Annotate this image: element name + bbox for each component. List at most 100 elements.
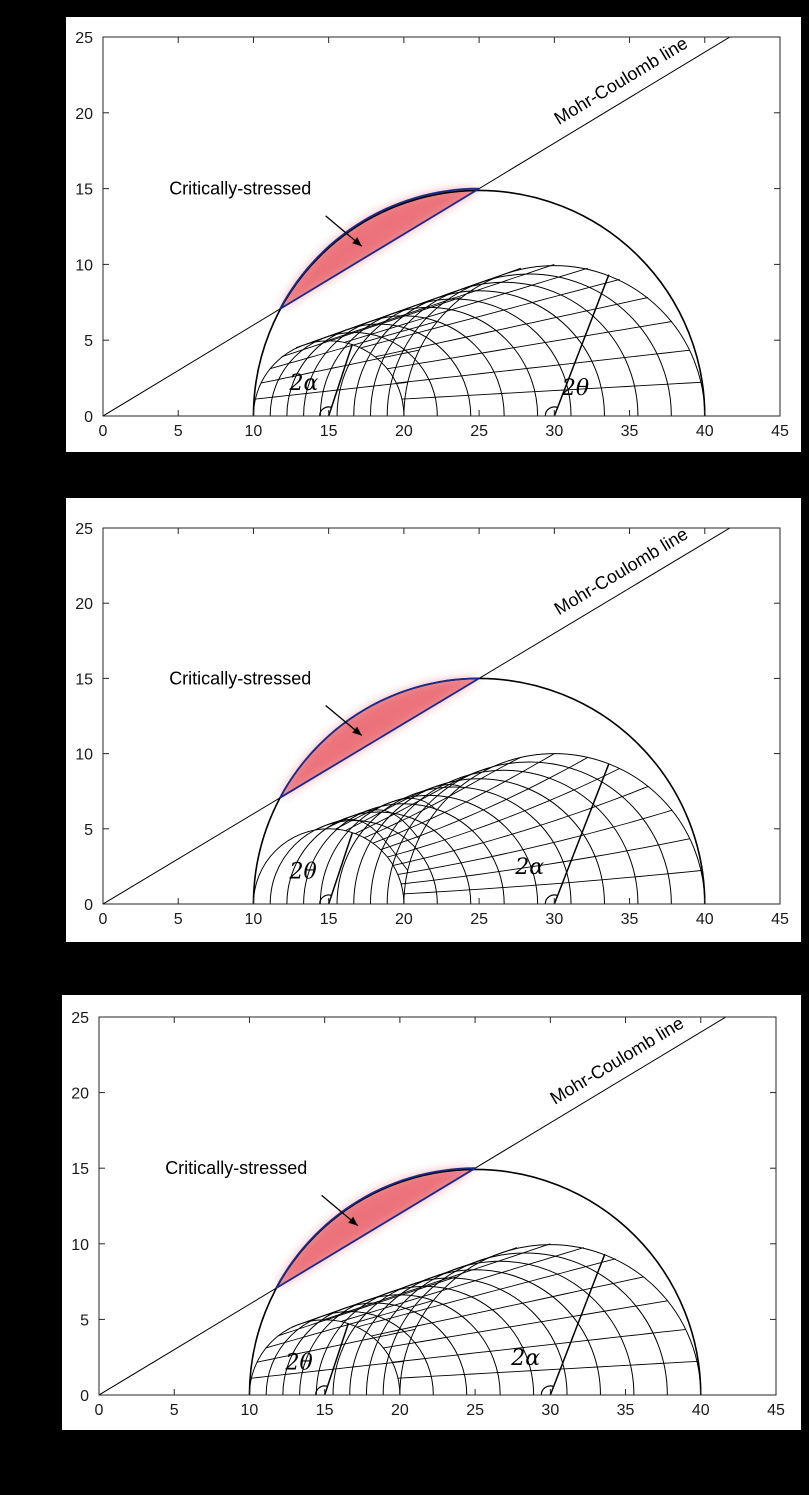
critically-stressed-label: Critically-stressed: [169, 179, 311, 199]
inner-radius-line: [327, 343, 354, 416]
mesh-radial-curve: [251, 1360, 404, 1379]
mesh-radial-curve: [324, 1243, 551, 1320]
plot-area: [99, 1017, 727, 1395]
mohr-circle: [315, 1285, 535, 1395]
mohr-circle: [319, 306, 539, 416]
x-tick-label: 30: [545, 423, 563, 440]
mesh-radial-curve: [387, 321, 673, 370]
mesh-radial-curve: [364, 756, 522, 839]
mohr-coulomb-line: [103, 37, 731, 416]
mesh-radial-curve: [401, 381, 702, 400]
mesh-radial-curve: [401, 838, 690, 885]
arrow-head: [352, 726, 362, 736]
angle-label: 2θ: [289, 859, 317, 884]
mohr-circle: [336, 786, 572, 904]
y-tick-label: 25: [71, 1010, 89, 1027]
x-tick-label: 0: [99, 423, 108, 440]
mohr-circle-family: [252, 265, 706, 416]
x-tick-label: 20: [395, 911, 413, 928]
mesh-radial-curve: [403, 870, 702, 895]
y-tick-label: 20: [75, 596, 93, 613]
x-tick-label: 45: [771, 423, 789, 440]
angle-label: 2α: [510, 1346, 540, 1371]
mohr-circle: [353, 778, 605, 904]
inner-radius-line: [323, 1323, 350, 1395]
critically-stressed-label: Critically-stressed: [169, 668, 311, 688]
x-tick-label: 20: [391, 1402, 409, 1419]
angle-arc: [319, 894, 332, 904]
mesh-radial-curve: [256, 1328, 415, 1363]
mohr-coulomb-label: Mohr-Coulomb line: [547, 1013, 688, 1109]
x-tick-label: 30: [545, 911, 563, 928]
angle-arc: [319, 406, 332, 416]
mesh-radial-curve: [357, 1258, 616, 1328]
angle-arc: [544, 406, 558, 416]
mesh-radial-curve: [295, 278, 490, 349]
x-tick-label: 25: [466, 1402, 484, 1419]
mesh-radial-curve: [325, 809, 420, 839]
x-tick-label: 5: [174, 423, 183, 440]
critically-stressed-label: Critically-stressed: [165, 1158, 307, 1178]
x-tick-label: 15: [320, 911, 338, 928]
angle-label: 2α: [514, 855, 544, 880]
mohr-chart-3: 0 5 10 15 20 25 30 35 40 45 0 5 10 15 20 25 Mohr-Coulomb…: [71, 1010, 785, 1419]
mesh-radial-curve: [345, 784, 461, 832]
arrow-head: [352, 237, 362, 247]
plot-area: [103, 37, 731, 416]
mesh-radial-curve: [387, 768, 620, 858]
x-tick-label: 5: [170, 1402, 179, 1419]
mesh-radial-curve: [255, 381, 408, 400]
y-tick-label: 5: [80, 1312, 89, 1329]
chart-panel-2: 0 5 10 15 20 25 30 35 40 45 0 5 10 15 20 25 Mohr-Coulomb…: [66, 498, 801, 942]
x-tick-label: 35: [621, 911, 639, 928]
x-tick-label: 40: [696, 423, 714, 440]
mesh-radial-curve: [375, 297, 649, 358]
y-tick-label: 10: [75, 257, 93, 274]
x-tick-label: 10: [241, 1402, 259, 1419]
x-tick-label: 45: [767, 1402, 785, 1419]
outer-radius-line: [553, 763, 610, 904]
mesh-radial-curve: [345, 267, 588, 343]
mesh-radial-curve: [354, 768, 490, 835]
x-tick-label: 45: [771, 911, 789, 928]
x-tick-label: 35: [621, 423, 639, 440]
angle-label: 2θ: [285, 1350, 313, 1375]
mesh-radial-curve: [269, 321, 437, 370]
x-tick-label: 0: [95, 1402, 104, 1419]
mohr-circle: [349, 1269, 601, 1395]
y-tick-label: 15: [75, 182, 93, 199]
arrow-head: [348, 1216, 358, 1226]
plot-area: [103, 528, 731, 904]
critical-arc: [279, 187, 480, 310]
x-tick-label: 40: [696, 911, 714, 928]
mohr-coulomb-label: Mohr-Coulomb line: [551, 524, 692, 619]
critical-chord: [279, 187, 480, 310]
mohr-coulomb-label: Mohr-Coulomb line: [551, 33, 691, 129]
y-tick-label: 0: [84, 897, 93, 914]
critical-arc: [279, 677, 480, 799]
mohr-chart-1: 0 5 10 15 20 25 30 35 40 45 0 5 10 15 20 25 Mohr-Coulomb…: [75, 30, 789, 440]
mesh-radial-curve: [396, 349, 690, 384]
y-tick-label: 0: [80, 1388, 89, 1405]
mesh-radial-curve: [380, 757, 589, 851]
mesh-radial-curve: [341, 1247, 584, 1322]
y-tick-label: 20: [75, 106, 93, 123]
angle-arc: [315, 1385, 328, 1395]
x-tick-label: 25: [470, 911, 488, 928]
mesh-radial-curve: [392, 1328, 686, 1363]
x-tick-label: 30: [541, 1402, 559, 1419]
x-tick-label: 10: [245, 423, 263, 440]
mesh-radial-curve: [328, 263, 555, 341]
x-tick-label: 10: [245, 911, 263, 928]
mohr-circle-family: [248, 1244, 702, 1395]
x-tick-label: 35: [617, 1402, 635, 1419]
mesh-radial-curve: [315, 819, 409, 871]
y-tick-label: 10: [75, 747, 93, 764]
mesh-radial-curve: [335, 797, 437, 830]
y-tick-label: 20: [71, 1086, 89, 1103]
mohr-circle: [269, 820, 438, 904]
x-tick-label: 40: [692, 1402, 710, 1419]
mohr-circle: [403, 753, 706, 904]
axes-box: [98, 1016, 777, 1396]
mohr-circle: [336, 298, 572, 416]
